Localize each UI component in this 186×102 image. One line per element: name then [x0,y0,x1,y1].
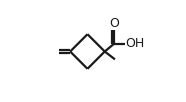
Text: O: O [109,17,119,30]
Text: OH: OH [125,37,145,50]
